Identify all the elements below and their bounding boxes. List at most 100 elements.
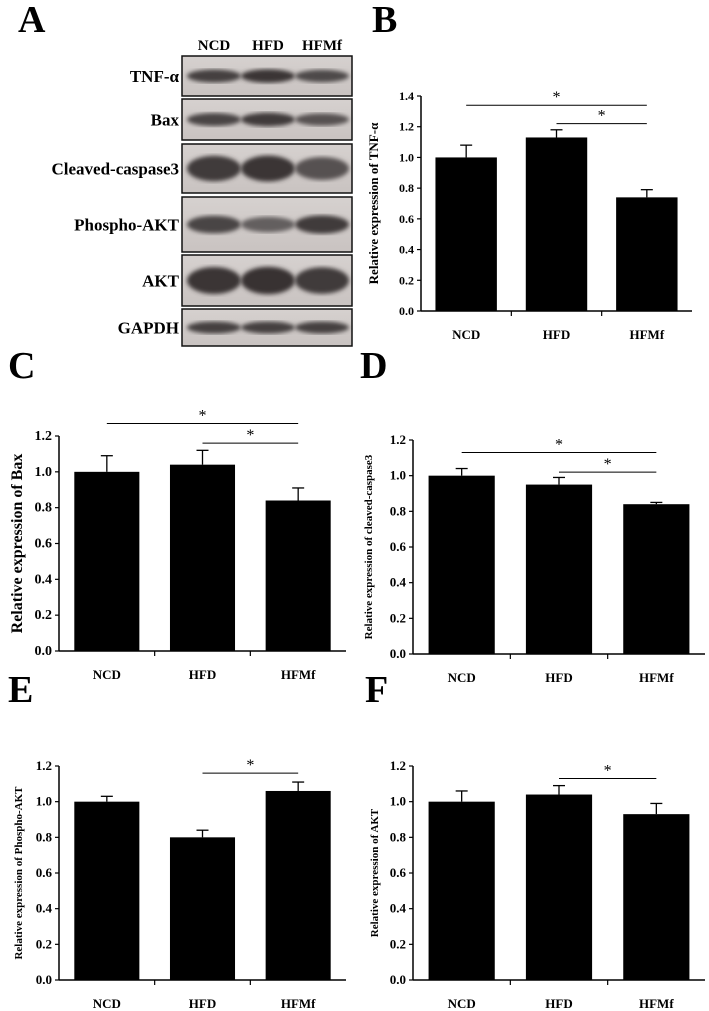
x-tick-label: NCD — [448, 996, 476, 1011]
blot-band — [187, 155, 241, 182]
y-tick-label: 0.0 — [36, 972, 52, 987]
blot-row: GAPDH — [118, 308, 353, 347]
x-tick-label: HFMf — [281, 996, 316, 1011]
blot-row: Phospho-AKT — [74, 196, 353, 253]
blot-band — [241, 266, 295, 295]
blot-row-label: Cleaved-caspase3 — [52, 160, 179, 179]
blot-row-label: TNF-α — [130, 67, 180, 86]
bar-chart-B: 0.0 0.2 0.4 0.6 0.8 1.0 1.2 1.4 NCD HFD HFMf Relati… — [366, 89, 692, 342]
y-tick-label: 0.0 — [399, 304, 414, 318]
blot-row: AKT — [142, 254, 353, 307]
blot-band — [295, 69, 349, 83]
blot-band — [187, 215, 241, 234]
panel-label: D — [360, 345, 387, 387]
y-tick-label: 0.8 — [36, 829, 53, 844]
x-tick-label: NCD — [452, 327, 480, 342]
significance-star: * — [604, 456, 612, 473]
blot-band — [241, 112, 295, 127]
bar-HFD — [169, 837, 236, 980]
blot-row: Cleaved-caspase3 — [52, 143, 353, 194]
y-tick-label: 0.4 — [390, 575, 407, 590]
blot-row-label: AKT — [142, 272, 180, 291]
x-tick-label: NCD — [93, 667, 121, 682]
y-tick-label: 0.6 — [36, 865, 53, 880]
y-tick-label: 0.2 — [36, 936, 52, 951]
blot-band — [241, 155, 295, 182]
bar-HFD — [525, 137, 588, 311]
y-tick-label: 0.6 — [390, 539, 407, 554]
x-tick-label: HFMf — [639, 670, 674, 685]
bar-NCD — [74, 471, 140, 651]
bar-chart-E: 0.0 0.2 0.4 0.6 0.8 1.0 1.2 NCD HFD HFMf Relative … — [13, 757, 346, 1011]
y-tick-label: 0.4 — [36, 901, 53, 916]
x-tick-label: HFD — [545, 670, 572, 685]
y-tick-label: 0.4 — [390, 901, 407, 916]
blot-band — [241, 321, 295, 334]
y-axis-label: Relative expression of Phospho-AKT — [13, 786, 25, 960]
bar-HFMf — [623, 504, 690, 654]
x-tick-label: HFMf — [639, 996, 674, 1011]
blot-row-label: GAPDH — [118, 319, 179, 338]
y-axis-label: Relative expression of cleaved-caspase3 — [363, 454, 375, 639]
blot-band — [187, 266, 241, 295]
y-tick-label: 1.2 — [399, 120, 414, 134]
y-tick-label: 0.0 — [390, 972, 406, 987]
y-tick-label: 1.0 — [35, 465, 53, 480]
blot-row: TNF-α — [130, 55, 353, 97]
blot-lane-label: NCD — [198, 38, 231, 54]
bar-HFD — [169, 464, 236, 651]
y-tick-label: 0.8 — [399, 181, 414, 195]
y-tick-label: 1.0 — [390, 468, 406, 483]
blot-band — [187, 112, 241, 127]
blot-band — [241, 216, 295, 233]
blot-band — [187, 69, 241, 83]
y-axis-label: Relative expression of TNF-α — [366, 122, 381, 284]
panel-label: E — [8, 669, 33, 711]
bar-HFMf — [616, 197, 678, 311]
blot-band — [295, 267, 349, 294]
blot-band — [187, 321, 241, 334]
bar-HFMf — [265, 500, 331, 651]
blot-band — [295, 113, 349, 126]
bar-chart-C: 0.0 0.2 0.4 0.6 0.8 1.0 1.2 NCD HFD HFMf Relative … — [9, 407, 346, 682]
x-tick-label: HFMf — [281, 667, 316, 682]
y-tick-label: 0.8 — [35, 501, 53, 516]
bar-NCD — [435, 157, 497, 311]
y-tick-label: 0.2 — [399, 273, 414, 287]
x-tick-label: HFD — [545, 996, 572, 1011]
y-tick-label: 0.2 — [390, 936, 406, 951]
x-tick-label: HFD — [189, 667, 216, 682]
y-tick-label: 1.4 — [399, 89, 414, 103]
y-tick-label: 0.8 — [390, 829, 407, 844]
panel-label: A — [18, 0, 46, 41]
blot-band — [241, 69, 295, 83]
x-tick-label: HFMf — [630, 327, 665, 342]
x-tick-label: HFD — [189, 996, 216, 1011]
y-tick-label: 1.2 — [35, 429, 53, 444]
blot-row-label: Phospho-AKT — [74, 216, 180, 235]
y-tick-label: 0.4 — [399, 243, 414, 257]
y-tick-label: 0.2 — [35, 608, 53, 623]
y-tick-label: 0.2 — [390, 610, 406, 625]
y-tick-label: 1.0 — [390, 794, 406, 809]
bar-HFMf — [265, 790, 331, 980]
y-axis-label: Relative expression of AKT — [369, 808, 381, 937]
blot-band — [295, 156, 349, 181]
panel-label: F — [365, 669, 388, 711]
bar-HFD — [525, 484, 593, 654]
panel-label: B — [372, 0, 397, 41]
significance-star: * — [555, 436, 563, 453]
bar-NCD — [74, 801, 140, 980]
x-tick-label: NCD — [93, 996, 121, 1011]
significance-star: * — [199, 407, 207, 424]
y-tick-label: 0.6 — [399, 212, 414, 226]
x-tick-label: NCD — [448, 670, 476, 685]
y-tick-label: 1.0 — [399, 150, 414, 164]
bar-HFMf — [623, 814, 690, 980]
blot-lane-label: HFMf — [302, 38, 343, 54]
blot-row: Bax — [151, 98, 353, 141]
y-tick-label: 0.4 — [35, 572, 53, 587]
significance-star: * — [598, 108, 606, 125]
panel-label: C — [8, 345, 35, 387]
